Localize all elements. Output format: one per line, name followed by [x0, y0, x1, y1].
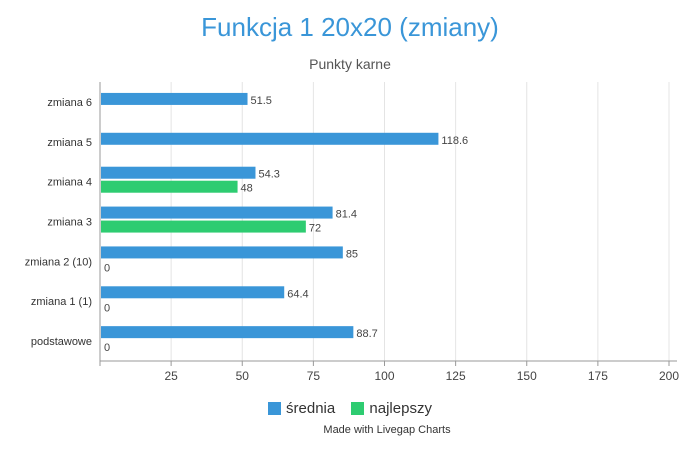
x-tick-label: 100 [374, 369, 394, 383]
x-tick-label: 125 [446, 369, 466, 383]
data-label: 88.7 [356, 328, 377, 340]
category-label: zmiana 3 [47, 217, 92, 229]
legend-swatch-srednia [268, 402, 282, 415]
data-label: 64.4 [287, 288, 308, 300]
bar [101, 166, 256, 179]
x-tick-label: 25 [164, 369, 178, 383]
legend-item-srednia[interactable]: średnia [268, 400, 335, 417]
data-label: 54.3 [258, 169, 279, 181]
bar [101, 326, 354, 339]
legend: średnia najlepszy [0, 400, 700, 419]
credit-text: Made with Livegap Charts [323, 424, 451, 436]
bar [101, 286, 285, 299]
bar [101, 220, 306, 233]
data-label: 0 [104, 342, 110, 354]
bar [101, 246, 343, 259]
data-label: 118.6 [441, 135, 468, 147]
bar [101, 132, 439, 145]
category-label: zmiana 2 (10) [25, 256, 92, 268]
legend-label-najlepszy: najlepszy [369, 400, 432, 417]
x-tick-label: 75 [307, 369, 321, 383]
bar [101, 206, 333, 219]
x-tick-label: 50 [236, 369, 250, 383]
data-label: 81.4 [336, 209, 357, 221]
chart-subtitle: Punkty karne [309, 56, 391, 72]
chart-title: Funkcja 1 20x20 (zmiany) [201, 12, 499, 42]
x-tick-label: 200 [659, 369, 679, 383]
data-label: 72 [309, 223, 321, 235]
data-label: 48 [241, 183, 253, 195]
legend-label-srednia: średnia [286, 400, 336, 417]
data-label: 0 [104, 262, 110, 274]
x-tick-label: 150 [517, 369, 537, 383]
category-label: zmiana 4 [47, 177, 92, 189]
legend-swatch-najlepszy [351, 402, 365, 415]
category-label: zmiana 6 [47, 97, 92, 109]
bar [101, 92, 248, 105]
legend-item-najlepszy[interactable]: najlepszy [351, 400, 432, 417]
data-label: 0 [104, 302, 110, 314]
category-label: zmiana 1 (1) [31, 296, 92, 308]
bar [101, 180, 238, 193]
category-label: podstawowe [31, 336, 92, 348]
category-label: zmiana 5 [47, 137, 92, 149]
x-tick-label: 175 [588, 369, 608, 383]
data-label: 85 [346, 248, 358, 260]
data-label: 51.5 [251, 95, 272, 107]
